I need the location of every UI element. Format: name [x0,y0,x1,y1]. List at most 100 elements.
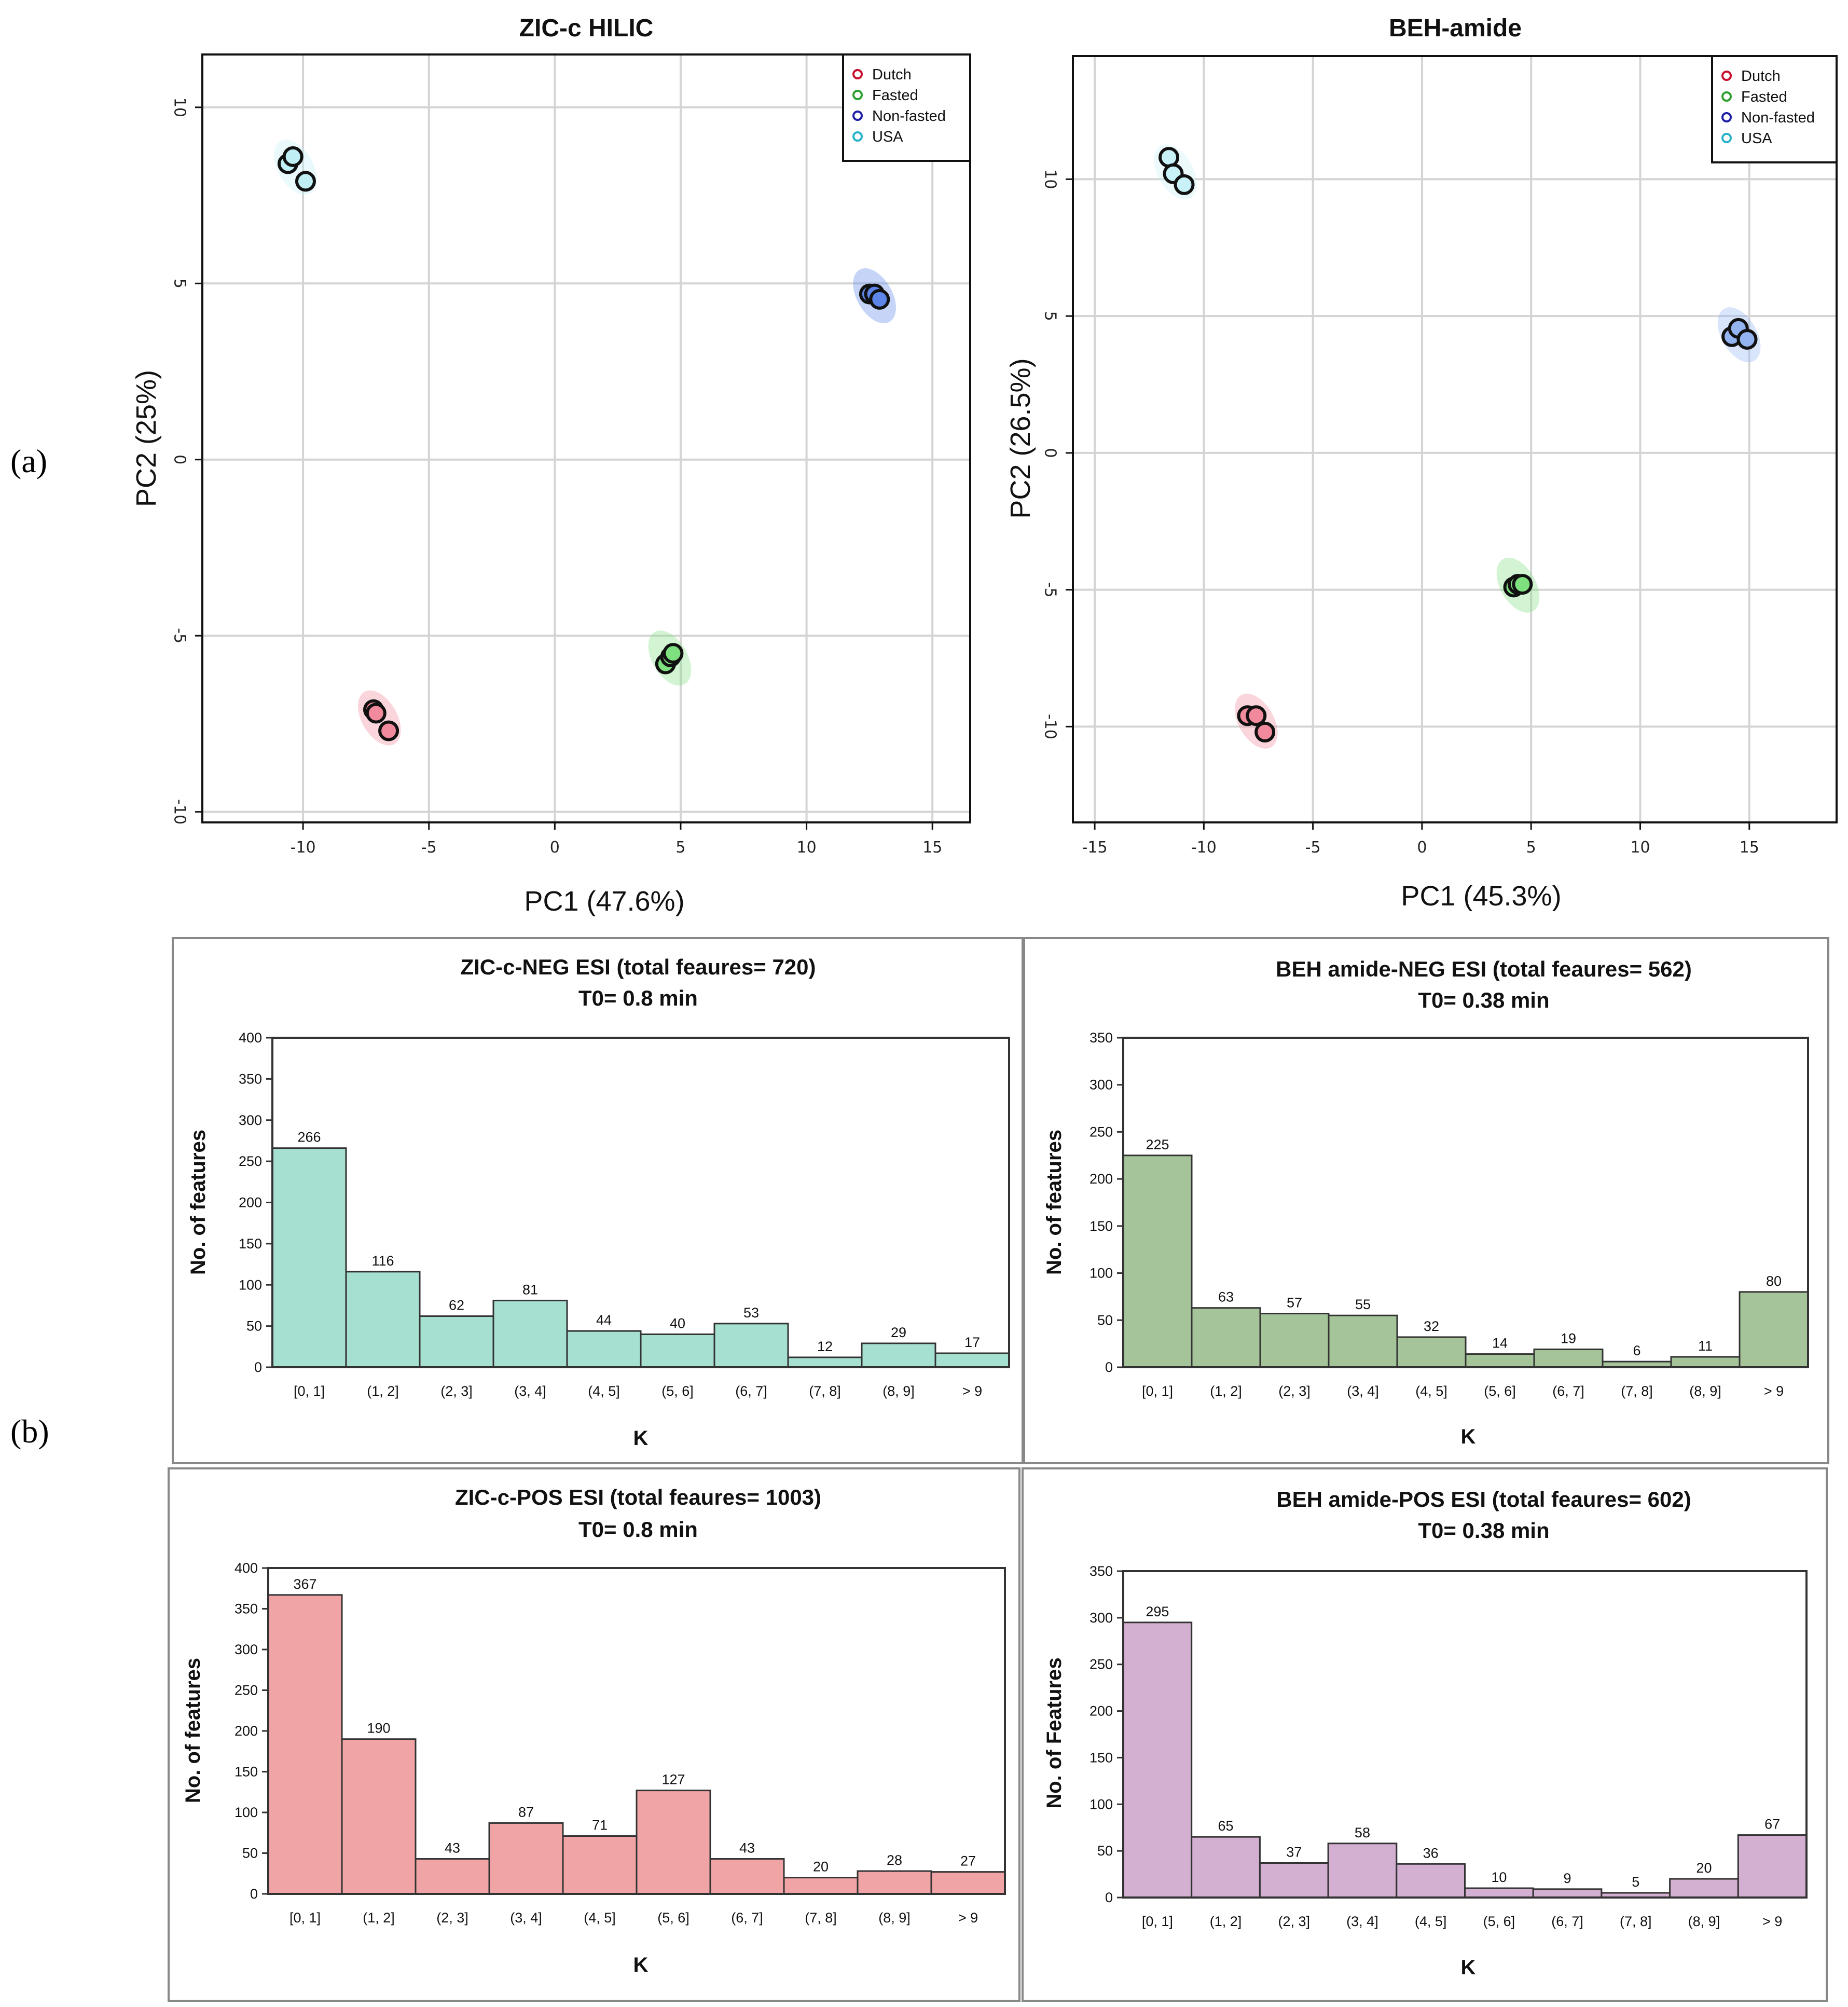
category-label: (1, 2] [1210,1914,1242,1929]
bar-6-7 [1532,1888,1603,1899]
bar-5-6 [640,1334,715,1368]
y-tick-label: 350 [1090,1030,1113,1046]
bar-7-8 [787,1356,863,1368]
x-tick-label: 5 [1526,838,1536,857]
category-label: (3, 4] [1347,1383,1379,1399]
y-axis-label: PC2 (25%) [131,370,162,507]
plot-border [1072,55,1838,823]
x-tick-label: 10 [796,838,816,857]
x-tick-label: 10 [1630,838,1650,857]
y-tick-label: 300 [235,1642,258,1657]
bar-6-7 [709,1858,785,1895]
data-label-2-3: 57 [1287,1295,1302,1311]
bar-8-9 [861,1342,936,1368]
y-tick-label: 400 [239,1030,262,1046]
legend-marker-non-fasted [852,111,863,121]
category-label: (6, 7] [1551,1914,1583,1929]
x-axis-label: K [1461,1425,1476,1448]
bar-8-9 [1670,1356,1741,1368]
data-label-3-4: 58 [1355,1825,1370,1840]
data-label-6-7: 19 [1561,1331,1576,1346]
bar-6-7 [713,1323,789,1368]
legend-marker-usa [852,131,863,142]
chart-title: BEH amide-NEG ESI (total feaures= 562) [1276,957,1692,981]
data-label-0-1: 367 [293,1576,316,1592]
category-label: (1, 2] [363,1910,395,1926]
category-label: (4, 5] [1415,1914,1447,1929]
category-label: (4, 5] [584,1910,616,1926]
legend-marker-dutch [1721,71,1732,81]
point-non-fasted-3 [869,288,890,310]
legend-marker-fasted [1721,91,1732,102]
histogram-zic-neg: ZIC-c-NEG ESI (total feaures= 720) T0= 0.… [187,955,1010,1450]
point-non-fasted-3 [1736,328,1758,350]
bar-3-4 [492,1299,568,1368]
y-tick-label: 0 [1041,448,1059,458]
category-label: > 9 [962,1383,982,1399]
y-tick-label: 300 [1090,1610,1113,1626]
bar-2-3 [1259,1862,1329,1899]
x-tick-label: 15 [922,838,942,857]
bar-3-4 [1328,1314,1398,1368]
bar-6-7 [1533,1349,1604,1368]
data-label-8-9: 28 [887,1852,902,1868]
data-label-7-8: 20 [813,1859,829,1875]
point-dutch-2 [365,703,387,724]
y-tick-label: 150 [239,1236,262,1252]
bar-5-6 [1465,1353,1535,1368]
category-label: (4, 5] [1415,1383,1447,1399]
point-dutch-2 [1246,705,1267,726]
y-tick-label: 150 [1090,1218,1113,1234]
point-usa-2 [282,146,304,167]
category-label: [0, 1] [294,1383,325,1399]
legend-marker-dutch [852,69,863,79]
category-label: (4, 5] [588,1383,620,1399]
data-label-3-4: 87 [518,1804,534,1820]
y-axis-label: PC2 (26.5%) [1005,358,1036,518]
legend-marker-non-fasted [1721,112,1732,122]
category-label: (8, 9] [878,1910,911,1926]
bar-0-1 [1122,1621,1193,1899]
y-tick-label: 200 [235,1723,258,1739]
data-label-5-6: 40 [670,1316,685,1331]
y-tick-label: 200 [1090,1703,1113,1719]
category-label: (7, 8] [1620,1914,1652,1929]
y-tick-label: 350 [239,1071,262,1087]
y-tick-label: 250 [1090,1124,1113,1139]
category-label: (7, 8] [805,1910,837,1926]
point-fasted-3 [1512,574,1533,595]
category-label: (6, 7] [731,1910,763,1926]
x-tick-label: 0 [550,838,560,857]
pca-chart-beh-amide: -15 -10 -5 0 5 10 15 -10 -5 0 5 10 BEH-amide PC1 (45.… [1005,15,1838,912]
bar-9 [1737,1834,1808,1899]
category-label: (5, 6] [661,1383,694,1399]
hist-frame-zic-neg [172,937,1024,1464]
y-tick-label: 5 [171,279,189,288]
chart-subtitle: T0= 0.38 min [1418,988,1549,1012]
data-label-4-5: 71 [592,1818,608,1833]
y-tick-label: 100 [235,1805,258,1820]
point-usa-3 [295,171,316,192]
x-tick-label: -10 [1191,838,1217,857]
y-tick-label: 250 [1090,1657,1113,1672]
x-tick-label: -15 [1082,838,1108,857]
category-label: (3, 4] [1346,1914,1378,1929]
y-tick-label: -10 [171,799,189,824]
y-tick-label: 50 [246,1318,262,1334]
category-label: (3, 4] [514,1383,546,1399]
data-label-9: 17 [964,1335,980,1350]
data-label-9: 67 [1764,1817,1780,1832]
category-label: (5, 6] [1483,1914,1515,1929]
data-label-7-8: 12 [817,1339,833,1354]
category-label: (1, 2] [1210,1383,1242,1399]
x-tick-label: -5 [421,838,437,857]
category-label: (8, 9] [1689,1383,1721,1399]
x-tick-label: -10 [291,838,316,857]
data-label-2-3: 62 [449,1298,464,1313]
bar-4-5 [562,1835,638,1895]
plot-area [1073,56,1837,822]
data-label-4-5: 32 [1424,1318,1439,1334]
data-label-1-2: 190 [367,1721,390,1736]
y-tick-label: 150 [235,1764,258,1780]
